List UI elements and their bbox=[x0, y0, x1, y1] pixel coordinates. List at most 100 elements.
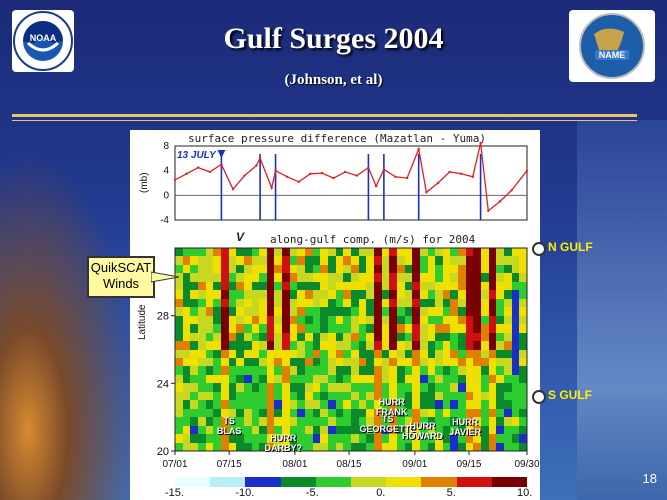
heatmap-cell bbox=[297, 425, 306, 435]
heatmap-cell bbox=[335, 264, 344, 274]
heatmap-cell bbox=[175, 366, 184, 376]
heatmap-cell bbox=[297, 248, 306, 257]
heatmap-cell bbox=[182, 425, 191, 435]
heatmap-cell bbox=[282, 400, 291, 410]
heatmap-cell bbox=[435, 307, 444, 317]
heatmap-cell bbox=[305, 307, 314, 317]
heatmap-cell bbox=[190, 248, 199, 257]
heatmap-cell bbox=[473, 391, 482, 401]
heatmap-cell bbox=[213, 374, 222, 384]
line-y-tick-label: 0 bbox=[163, 190, 169, 201]
heatmap-cell bbox=[442, 408, 451, 418]
heatmap-cell bbox=[351, 256, 360, 266]
heatmap-cell bbox=[312, 349, 321, 359]
heatmap-cell bbox=[351, 357, 360, 367]
heatmap-cell bbox=[259, 273, 268, 283]
heatmap-cell bbox=[266, 442, 275, 451]
heatmap-cell bbox=[274, 248, 283, 257]
heatmap-cell bbox=[328, 290, 337, 300]
heatmap-cell bbox=[419, 273, 428, 283]
heatmap-cell bbox=[427, 290, 436, 300]
colorbar-tick-label: -15. bbox=[165, 487, 184, 499]
colorbar bbox=[175, 477, 528, 487]
slide-subtitle: (Johnson, et al) bbox=[284, 72, 383, 88]
heatmap-cell bbox=[511, 315, 520, 325]
heatmap-cell bbox=[205, 298, 214, 308]
heatmap-cell bbox=[412, 264, 421, 274]
heatmap-cell bbox=[251, 357, 260, 367]
heatmap-cell bbox=[343, 290, 352, 300]
heatmap-cell bbox=[220, 366, 230, 376]
heatmap-cell bbox=[389, 366, 398, 376]
heatmap-cell bbox=[312, 248, 321, 257]
heatmap-cell bbox=[282, 357, 291, 367]
heatmap-cell bbox=[435, 366, 444, 376]
pressure-data-point bbox=[460, 172, 463, 175]
heatmap-cell bbox=[458, 366, 467, 376]
heatmap-cell bbox=[182, 434, 191, 444]
heatmap-cell bbox=[312, 332, 321, 342]
heatmap-cell bbox=[496, 256, 505, 266]
heatmap-cell bbox=[481, 332, 490, 342]
heatmap-cell bbox=[197, 290, 207, 300]
heatmap-cell bbox=[404, 281, 413, 291]
heatmap-cell bbox=[427, 315, 436, 325]
heatmap-cell bbox=[335, 324, 344, 334]
heatmap-cell bbox=[496, 357, 505, 367]
heatmap-cell bbox=[442, 315, 451, 325]
heatmap-cell bbox=[197, 408, 207, 418]
heatmap-cell bbox=[389, 434, 398, 444]
heatmap-cell bbox=[351, 417, 360, 427]
heatmap-cell bbox=[419, 307, 428, 317]
heatmap-cell bbox=[358, 290, 367, 300]
heatmap-cell bbox=[251, 383, 260, 393]
heatmap-cell bbox=[213, 290, 222, 300]
heatmap-cell bbox=[504, 391, 513, 401]
heatmap-cell bbox=[488, 442, 497, 451]
heatmap-cell bbox=[435, 248, 444, 257]
heatmap-cell bbox=[511, 281, 520, 291]
heatmap-cell bbox=[366, 408, 375, 418]
heatmap-cell bbox=[358, 341, 367, 350]
heatmap-cell bbox=[351, 281, 360, 291]
heatmap-cell bbox=[419, 332, 428, 342]
heatmap-cell bbox=[320, 383, 329, 393]
heatmap-cell bbox=[190, 290, 199, 300]
heatmap-cell bbox=[320, 408, 329, 418]
heatmap-cell bbox=[366, 256, 375, 266]
heatmap-cell bbox=[389, 298, 398, 308]
heatmap-cell bbox=[266, 324, 275, 334]
heatmap-cell bbox=[412, 366, 421, 376]
heatmap-cell bbox=[305, 400, 314, 410]
heatmap-cell bbox=[243, 425, 252, 435]
heatmap-cell bbox=[373, 374, 383, 384]
heatmap-cell bbox=[213, 332, 222, 342]
heatmap-cell bbox=[320, 391, 329, 401]
heatmap-cell bbox=[282, 408, 291, 418]
heatmap-cell bbox=[343, 349, 352, 359]
heatmap-cell bbox=[442, 349, 451, 359]
heatmap-cell bbox=[511, 264, 520, 274]
heatmap-cell bbox=[358, 256, 367, 266]
heatmap-cell bbox=[488, 366, 497, 376]
pressure-data-point bbox=[197, 166, 200, 169]
heatmap-cell bbox=[442, 307, 451, 317]
pressure-data-point bbox=[367, 166, 370, 169]
heatmap-cell bbox=[205, 332, 214, 342]
heatmap-cell bbox=[297, 307, 306, 317]
heatmap-cell bbox=[412, 307, 421, 317]
heatmap-cell bbox=[289, 341, 298, 350]
heatmap-cell bbox=[343, 264, 352, 274]
heatmap-cell bbox=[404, 366, 413, 376]
heatmap-cell bbox=[175, 408, 184, 418]
heatmap-cell bbox=[228, 357, 237, 367]
heatmap-cell bbox=[274, 349, 283, 359]
heatmap-cell bbox=[396, 366, 406, 376]
heatmap-cell bbox=[488, 281, 497, 291]
heatmap-cell bbox=[496, 400, 505, 410]
heatmap-cell bbox=[419, 324, 428, 334]
heatmap-cell bbox=[243, 248, 252, 257]
heatmap-cell bbox=[197, 391, 207, 401]
heatmap-cell bbox=[496, 366, 505, 376]
heatmap-cell bbox=[381, 425, 390, 435]
